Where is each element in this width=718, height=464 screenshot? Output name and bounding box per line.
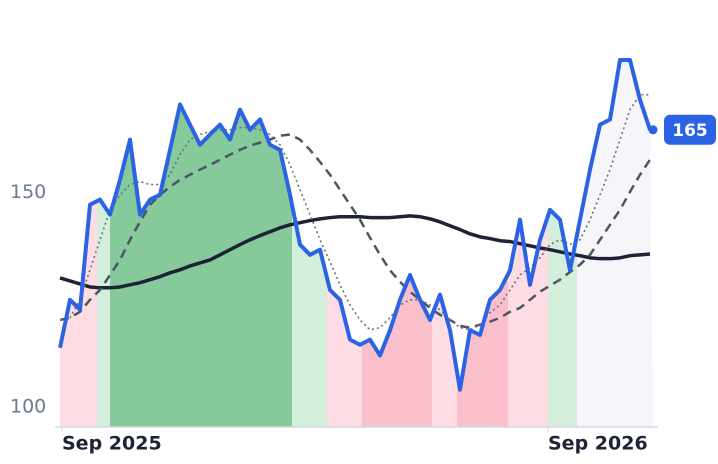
x-tick-label: Sep 2026 <box>548 433 648 455</box>
x-tick-label: Sep 2025 <box>62 433 162 455</box>
band <box>457 274 508 427</box>
value-label: 165 <box>672 121 708 141</box>
band <box>362 274 432 427</box>
band <box>548 209 577 427</box>
value-badge <box>664 114 716 145</box>
moving-average <box>59 214 651 290</box>
price-line <box>58 57 652 392</box>
band <box>97 199 110 427</box>
band <box>110 104 292 428</box>
band <box>577 59 653 428</box>
y-tick-label: 150 <box>10 181 46 203</box>
band <box>432 294 457 427</box>
band <box>292 204 327 427</box>
moving-average <box>59 133 652 329</box>
band <box>327 277 362 427</box>
y-tick-label: 100 <box>10 395 46 417</box>
last-point <box>648 125 658 135</box>
band <box>508 215 548 427</box>
